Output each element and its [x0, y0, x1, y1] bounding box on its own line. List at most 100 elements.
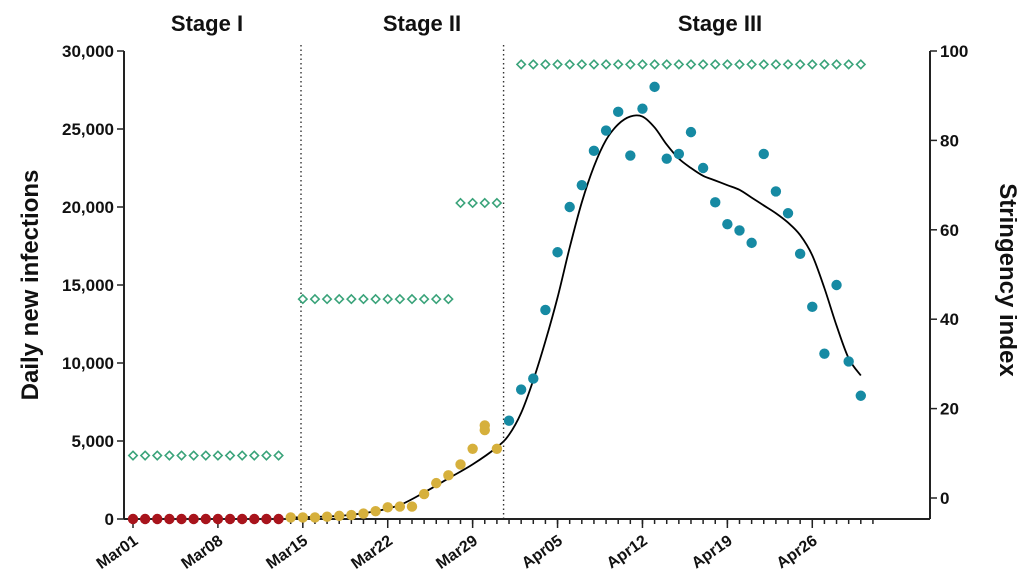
- x-tick-label: Apr05: [519, 532, 566, 572]
- stage3-point: [807, 301, 818, 313]
- stringency-point: [746, 59, 757, 70]
- stringency-point: [661, 59, 673, 70]
- stage1-point: [224, 513, 236, 525]
- stringency-point: [443, 293, 454, 305]
- y2-axis-title: Stringency index: [994, 183, 1017, 377]
- stringency-point: [819, 59, 830, 70]
- stage3-point: [697, 162, 709, 174]
- stringency-point: [697, 59, 709, 70]
- stringency-point: [637, 59, 648, 70]
- stringency-point: [734, 59, 745, 70]
- y2-tick-label: 80: [940, 131, 959, 150]
- stage3-point: [613, 106, 624, 118]
- stage2-point: [285, 512, 296, 523]
- stringency-point: [612, 59, 624, 70]
- x-tick-label: Mar15: [263, 532, 311, 573]
- stage1-point: [127, 513, 139, 525]
- stringency-point: [333, 293, 345, 305]
- stringency-point: [806, 59, 818, 70]
- stringency-point: [576, 59, 588, 70]
- stage2-point: [406, 501, 418, 512]
- stage2-point: [467, 443, 478, 454]
- stage1-point: [261, 513, 272, 525]
- stringency-point: [600, 59, 612, 70]
- stringency-point: [467, 197, 478, 209]
- stage3-point: [758, 148, 769, 160]
- stringency-point: [321, 293, 333, 305]
- stage3-point: [588, 145, 600, 157]
- stage2-point: [321, 511, 333, 522]
- y-tick-label: 10,000: [62, 354, 114, 373]
- stage3-point: [528, 373, 539, 384]
- y-tick-label: 20,000: [62, 198, 114, 217]
- stringency-point: [297, 293, 309, 305]
- stage3-point: [770, 186, 782, 197]
- stage2-point: [358, 508, 369, 519]
- stage3-point: [564, 201, 575, 213]
- stage3-point: [515, 384, 527, 395]
- stringency-point: [406, 293, 418, 305]
- stage2-point: [309, 512, 321, 523]
- stage-layer: Stage I Stage II Stage III: [171, 11, 762, 36]
- stage2-point: [431, 477, 442, 489]
- stage3-point: [637, 103, 648, 114]
- stage-label-3: Stage III: [678, 11, 762, 36]
- stringency-point: [346, 293, 357, 305]
- stringency-point: [455, 197, 466, 209]
- stage3-point: [734, 225, 745, 236]
- stringency-point: [552, 59, 563, 70]
- stage3-point: [722, 218, 733, 230]
- stage3-point: [710, 197, 721, 208]
- y-tick-label: 30,000: [62, 42, 114, 61]
- stringency-point: [382, 293, 394, 305]
- stringency-series: [127, 59, 867, 461]
- stringency-point: [855, 59, 867, 70]
- y2-tick-label: 60: [940, 221, 959, 240]
- stage1-point: [212, 513, 224, 525]
- stage2-point: [418, 488, 430, 500]
- stringency-point: [527, 59, 539, 70]
- stringency-point: [722, 59, 733, 70]
- stage-label-2: Stage II: [383, 11, 461, 36]
- stringency-point: [394, 293, 406, 305]
- trend-line: [290, 114, 862, 519]
- stage1-point: [273, 513, 284, 525]
- stage1-point: [188, 513, 199, 525]
- stringency-point: [540, 59, 551, 70]
- stringency-point: [515, 59, 527, 70]
- stringency-point: [843, 59, 855, 70]
- stringency-point: [794, 59, 806, 70]
- stage3-point: [552, 247, 563, 258]
- stringency-point: [273, 450, 284, 461]
- stage3-point: [503, 415, 515, 426]
- y-tick-label: 15,000: [62, 276, 114, 295]
- y-axis-title: Daily new infections: [17, 170, 44, 401]
- y-tick-label: 0: [105, 510, 114, 529]
- stage3-point: [746, 237, 757, 249]
- stage3-point: [600, 125, 612, 136]
- stage3-point: [794, 248, 806, 259]
- stage3-point: [685, 126, 697, 138]
- stage2-point: [491, 443, 503, 454]
- stage3-point: [576, 179, 588, 191]
- stringency-point: [164, 450, 175, 461]
- stage3-point: [831, 279, 842, 291]
- stage3-point: [855, 390, 866, 401]
- x-tick-label: Apr12: [604, 532, 651, 572]
- stringency-point: [200, 450, 212, 461]
- stage1-point: [152, 513, 163, 525]
- infection-points: [127, 81, 866, 525]
- y-tick-label: 5,000: [71, 432, 114, 451]
- stage3-point: [673, 148, 685, 160]
- stringency-point: [831, 59, 842, 70]
- stage3-point: [661, 153, 672, 164]
- stage2-point: [455, 459, 466, 470]
- stringency-point: [224, 450, 236, 461]
- stage1-point: [139, 513, 151, 525]
- stringency-point: [491, 197, 503, 209]
- stringency-point: [418, 293, 430, 305]
- stage3-point: [843, 356, 854, 367]
- y2-tick-label: 20: [940, 400, 959, 419]
- stringency-point: [649, 59, 660, 70]
- stringency-point: [248, 450, 260, 461]
